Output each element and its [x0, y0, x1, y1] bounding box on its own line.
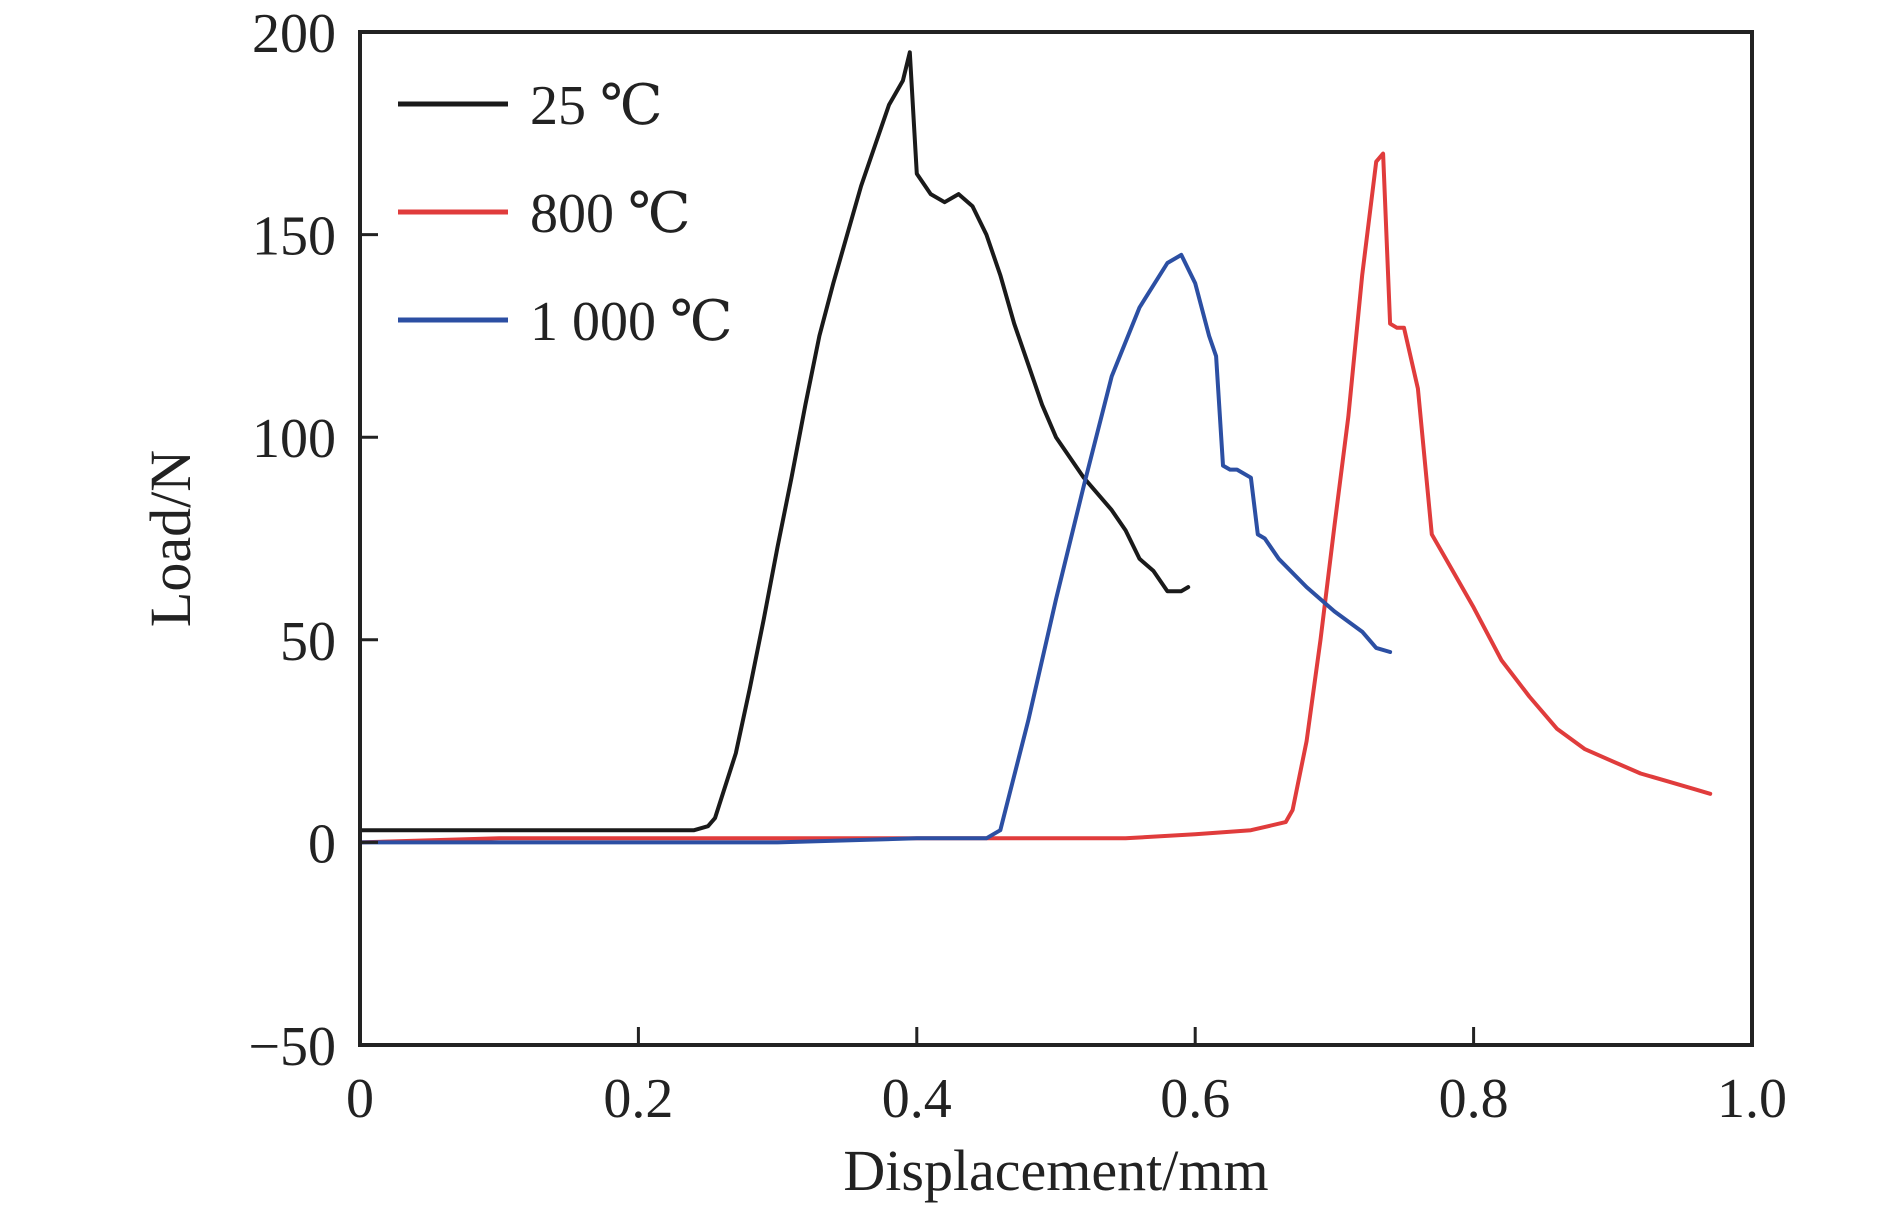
x-tick-label: 0.4	[882, 1068, 952, 1130]
x-tick-label: 1.0	[1717, 1068, 1787, 1130]
legend-label-2: 1 000 ℃	[530, 291, 733, 353]
x-tick-label: 0	[346, 1068, 374, 1130]
x-axis-title: Displacement/mm	[843, 1138, 1268, 1203]
x-tick-label: 0.8	[1439, 1068, 1509, 1130]
y-axis: −50 0 50 100 150 200	[248, 3, 378, 1078]
x-tick-label: 0.6	[1160, 1068, 1230, 1130]
y-tick-label: 50	[280, 611, 336, 673]
y-tick-label: −50	[248, 1016, 336, 1078]
x-tick-label: 0.2	[603, 1068, 673, 1130]
series-line-0	[358, 50, 1191, 833]
series-layer	[358, 50, 1713, 845]
legend-label-1: 800 ℃	[530, 183, 691, 245]
series-line-2	[358, 252, 1393, 845]
y-tick-label: 200	[252, 3, 336, 65]
y-tick-label: 0	[308, 813, 336, 875]
series-line-1	[358, 151, 1713, 845]
y-tick-label: 150	[252, 206, 336, 268]
y-tick-label: 100	[252, 408, 336, 470]
legend: 25 ℃ 800 ℃ 1 000 ℃	[398, 75, 733, 353]
x-axis: 0 0.2 0.4 0.6 0.8 1.0	[346, 1027, 1787, 1130]
y-axis-title: Load/N	[138, 450, 203, 627]
plot-frame	[358, 30, 1754, 1047]
legend-label-0: 25 ℃	[530, 75, 663, 137]
